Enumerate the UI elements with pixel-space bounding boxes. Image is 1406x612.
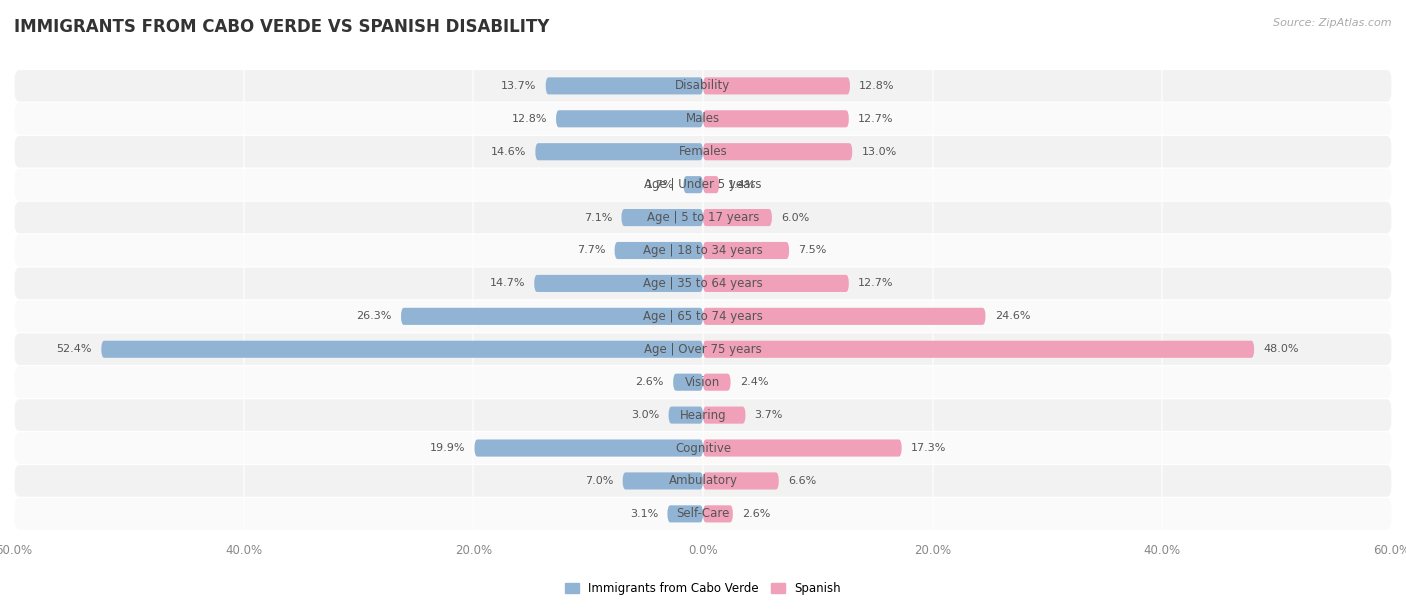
- FancyBboxPatch shape: [623, 472, 703, 490]
- Text: Age | 5 to 17 years: Age | 5 to 17 years: [647, 211, 759, 224]
- Text: Source: ZipAtlas.com: Source: ZipAtlas.com: [1274, 18, 1392, 28]
- FancyBboxPatch shape: [101, 341, 703, 358]
- Text: Hearing: Hearing: [679, 409, 727, 422]
- Text: Males: Males: [686, 113, 720, 125]
- Text: Self-Care: Self-Care: [676, 507, 730, 520]
- FancyBboxPatch shape: [703, 308, 986, 325]
- FancyBboxPatch shape: [14, 498, 1392, 529]
- Text: 19.9%: 19.9%: [430, 443, 465, 453]
- Text: 13.0%: 13.0%: [862, 147, 897, 157]
- FancyBboxPatch shape: [703, 439, 901, 457]
- FancyBboxPatch shape: [703, 406, 745, 424]
- FancyBboxPatch shape: [703, 341, 1254, 358]
- FancyBboxPatch shape: [14, 300, 1392, 332]
- Text: 12.8%: 12.8%: [512, 114, 547, 124]
- FancyBboxPatch shape: [703, 209, 772, 226]
- Text: 12.7%: 12.7%: [858, 278, 893, 288]
- Text: Age | 35 to 64 years: Age | 35 to 64 years: [643, 277, 763, 290]
- Text: Females: Females: [679, 145, 727, 159]
- Text: 7.1%: 7.1%: [583, 212, 612, 223]
- FancyBboxPatch shape: [14, 432, 1392, 464]
- FancyBboxPatch shape: [668, 506, 703, 523]
- Text: 2.4%: 2.4%: [740, 377, 768, 387]
- Text: 7.0%: 7.0%: [585, 476, 613, 486]
- Text: 52.4%: 52.4%: [56, 345, 93, 354]
- Text: 3.1%: 3.1%: [630, 509, 658, 519]
- FancyBboxPatch shape: [703, 275, 849, 292]
- Text: 14.6%: 14.6%: [491, 147, 526, 157]
- FancyBboxPatch shape: [669, 406, 703, 424]
- FancyBboxPatch shape: [14, 169, 1392, 201]
- FancyBboxPatch shape: [534, 275, 703, 292]
- Text: 13.7%: 13.7%: [501, 81, 537, 91]
- Text: 26.3%: 26.3%: [357, 312, 392, 321]
- Text: 7.5%: 7.5%: [799, 245, 827, 255]
- Text: 17.3%: 17.3%: [911, 443, 946, 453]
- FancyBboxPatch shape: [546, 77, 703, 94]
- FancyBboxPatch shape: [14, 70, 1392, 102]
- Text: Age | Under 5 years: Age | Under 5 years: [644, 178, 762, 191]
- Text: Age | Over 75 years: Age | Over 75 years: [644, 343, 762, 356]
- FancyBboxPatch shape: [14, 465, 1392, 497]
- Text: IMMIGRANTS FROM CABO VERDE VS SPANISH DISABILITY: IMMIGRANTS FROM CABO VERDE VS SPANISH DI…: [14, 18, 550, 36]
- FancyBboxPatch shape: [14, 267, 1392, 299]
- FancyBboxPatch shape: [703, 77, 851, 94]
- Text: 1.7%: 1.7%: [645, 180, 675, 190]
- FancyBboxPatch shape: [474, 439, 703, 457]
- FancyBboxPatch shape: [703, 506, 733, 523]
- Text: 12.7%: 12.7%: [858, 114, 893, 124]
- Text: 7.7%: 7.7%: [576, 245, 606, 255]
- FancyBboxPatch shape: [555, 110, 703, 127]
- FancyBboxPatch shape: [683, 176, 703, 193]
- FancyBboxPatch shape: [703, 110, 849, 127]
- Text: Ambulatory: Ambulatory: [668, 474, 738, 487]
- Text: 24.6%: 24.6%: [994, 312, 1031, 321]
- FancyBboxPatch shape: [703, 176, 718, 193]
- FancyBboxPatch shape: [14, 103, 1392, 135]
- Text: 3.7%: 3.7%: [755, 410, 783, 420]
- Text: 2.6%: 2.6%: [742, 509, 770, 519]
- Text: Cognitive: Cognitive: [675, 441, 731, 455]
- FancyBboxPatch shape: [703, 143, 852, 160]
- Legend: Immigrants from Cabo Verde, Spanish: Immigrants from Cabo Verde, Spanish: [560, 577, 846, 600]
- Text: Age | 65 to 74 years: Age | 65 to 74 years: [643, 310, 763, 323]
- Text: Vision: Vision: [685, 376, 721, 389]
- FancyBboxPatch shape: [14, 202, 1392, 233]
- FancyBboxPatch shape: [703, 373, 731, 390]
- Text: 6.0%: 6.0%: [782, 212, 810, 223]
- Text: 1.4%: 1.4%: [728, 180, 756, 190]
- Text: 12.8%: 12.8%: [859, 81, 894, 91]
- FancyBboxPatch shape: [14, 234, 1392, 266]
- FancyBboxPatch shape: [614, 242, 703, 259]
- Text: Age | 18 to 34 years: Age | 18 to 34 years: [643, 244, 763, 257]
- Text: 48.0%: 48.0%: [1264, 345, 1299, 354]
- FancyBboxPatch shape: [703, 242, 789, 259]
- FancyBboxPatch shape: [703, 472, 779, 490]
- Text: Disability: Disability: [675, 80, 731, 92]
- Text: 14.7%: 14.7%: [489, 278, 524, 288]
- FancyBboxPatch shape: [621, 209, 703, 226]
- Text: 2.6%: 2.6%: [636, 377, 664, 387]
- Text: 3.0%: 3.0%: [631, 410, 659, 420]
- Text: 6.6%: 6.6%: [787, 476, 817, 486]
- FancyBboxPatch shape: [14, 367, 1392, 398]
- FancyBboxPatch shape: [14, 334, 1392, 365]
- FancyBboxPatch shape: [14, 399, 1392, 431]
- FancyBboxPatch shape: [536, 143, 703, 160]
- FancyBboxPatch shape: [14, 136, 1392, 168]
- FancyBboxPatch shape: [673, 373, 703, 390]
- FancyBboxPatch shape: [401, 308, 703, 325]
